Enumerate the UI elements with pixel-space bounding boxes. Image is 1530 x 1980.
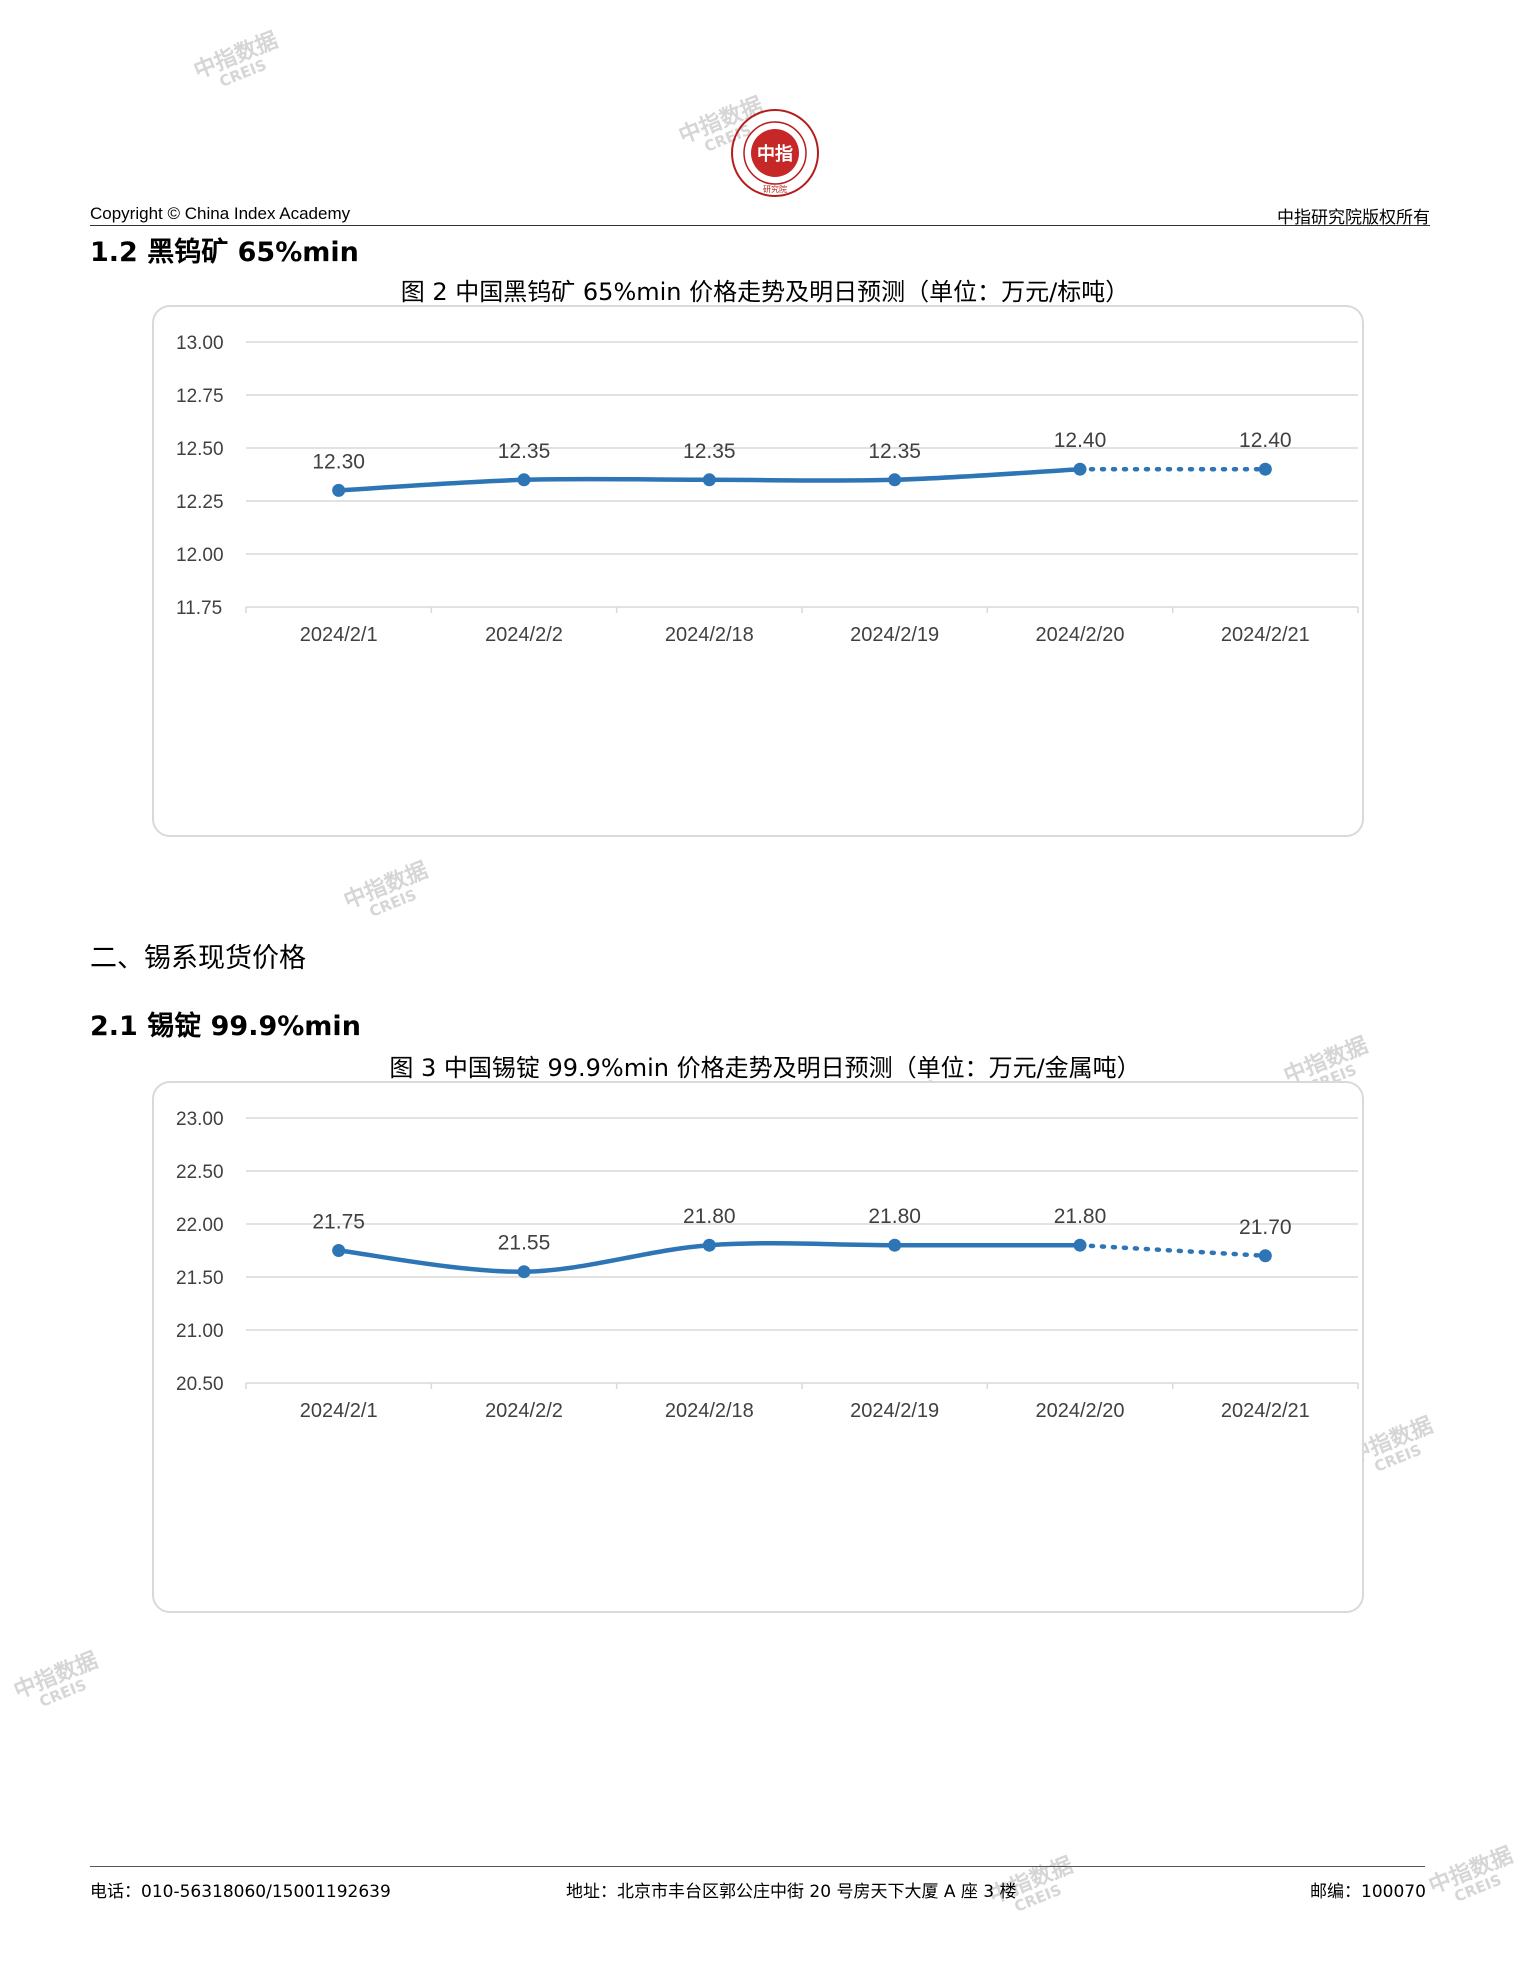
x-tick-label: 2024/2/19 <box>850 1400 939 1422</box>
y-tick-label: 20.50 <box>176 1374 224 1395</box>
rights-notice: 中指研究院版权所有 <box>1277 208 1430 228</box>
copyright: Copyright © China Index Academy <box>90 204 351 223</box>
data-label: 12.35 <box>683 440 736 463</box>
chart-1-frame <box>152 305 1364 837</box>
y-tick-label: 12.25 <box>176 492 224 513</box>
y-tick-label: 21.00 <box>176 1321 224 1342</box>
y-tick-label: 23.00 <box>176 1109 224 1130</box>
x-tick-label: 2024/2/19 <box>850 624 939 646</box>
x-tick-label: 2024/2/20 <box>1036 624 1125 646</box>
x-tick-label: 2024/2/21 <box>1221 624 1310 646</box>
data-label: 21.55 <box>498 1232 551 1255</box>
x-tick-label: 2024/2/18 <box>665 1400 754 1422</box>
y-tick-label: 11.75 <box>176 598 222 619</box>
data-label: 12.30 <box>312 450 365 473</box>
footer-postcode: 邮编：100070 <box>1310 1882 1426 1902</box>
y-tick-label: 13.00 <box>176 333 224 354</box>
y-tick-label: 21.50 <box>176 1268 224 1289</box>
data-point <box>888 473 902 487</box>
forecast-line <box>1077 1242 1268 1259</box>
x-tick-label: 2024/2/21 <box>1221 1400 1310 1422</box>
logo-bottom-text: 研究院 <box>763 184 787 194</box>
data-point <box>702 1238 716 1252</box>
footer-address: 地址：北京市丰台区郭公庄中街 20 号房天下大厦 A 座 3 楼 <box>566 1882 1017 1902</box>
chart-2-frame <box>152 1081 1364 1613</box>
header-divider <box>90 225 1430 226</box>
chart-2-title: 图 3 中国锡锭 99.9%min 价格走势及明日预测（单位：万元/金属吨） <box>389 1054 1141 1082</box>
section-heading-1-2: 1.2 黑钨矿 65%min <box>90 237 359 268</box>
data-point <box>1073 1238 1087 1252</box>
data-label: 21.75 <box>312 1211 365 1234</box>
x-tick-label: 2024/2/2 <box>485 624 563 646</box>
x-tick-label: 2024/2/1 <box>300 624 378 646</box>
data-label: 21.70 <box>1239 1216 1292 1239</box>
academy-logo: 中指 研究院 <box>731 109 819 197</box>
data-point <box>1258 462 1272 476</box>
data-point <box>517 1265 531 1279</box>
data-point <box>1258 1249 1272 1263</box>
x-tick-label: 2024/2/18 <box>665 624 754 646</box>
data-label: 12.40 <box>1239 429 1292 452</box>
chart-2: 20.50 21.00 21.50 22.00 22.50 23.00 2024/2/1 20… <box>176 1109 1359 1422</box>
data-point <box>332 1244 346 1257</box>
y-tick-label: 12.50 <box>176 439 224 460</box>
data-point <box>332 483 346 497</box>
data-label: 12.35 <box>498 440 551 463</box>
y-tick-label: 12.00 <box>176 545 224 566</box>
data-point <box>517 473 531 487</box>
chart-1-title: 图 2 中国黑钨矿 65%min 价格走势及明日预测（单位：万元/标吨） <box>400 278 1130 306</box>
data-label: 12.40 <box>1054 429 1107 452</box>
section-heading-2-1: 2.1 锡锭 99.9%min <box>90 1011 361 1042</box>
x-tick-label: 2024/2/20 <box>1036 1400 1125 1422</box>
y-tick-label: 12.75 <box>176 386 224 407</box>
data-point <box>1073 462 1087 476</box>
data-label: 21.80 <box>1054 1205 1107 1228</box>
logo-center-text: 中指 <box>757 143 793 165</box>
footer-divider <box>90 1866 1425 1867</box>
footer-phone: 电话：010-56318060/15001192639 <box>90 1882 391 1902</box>
data-label: 12.35 <box>868 440 921 463</box>
data-label: 21.80 <box>868 1205 921 1228</box>
data-label: 21.80 <box>683 1205 736 1228</box>
chart-1: 11.75 12.00 12.25 12.50 12.75 13.00 2024/2/1 20… <box>176 333 1359 646</box>
x-tick-label: 2024/2/1 <box>300 1400 378 1422</box>
y-tick-label: 22.00 <box>176 1215 224 1236</box>
data-point <box>888 1238 902 1252</box>
data-point <box>702 473 716 487</box>
x-tick-label: 2024/2/2 <box>485 1400 563 1422</box>
y-tick-label: 22.50 <box>176 1162 224 1183</box>
section-heading-2: 二、锡系现货价格 <box>90 943 306 974</box>
